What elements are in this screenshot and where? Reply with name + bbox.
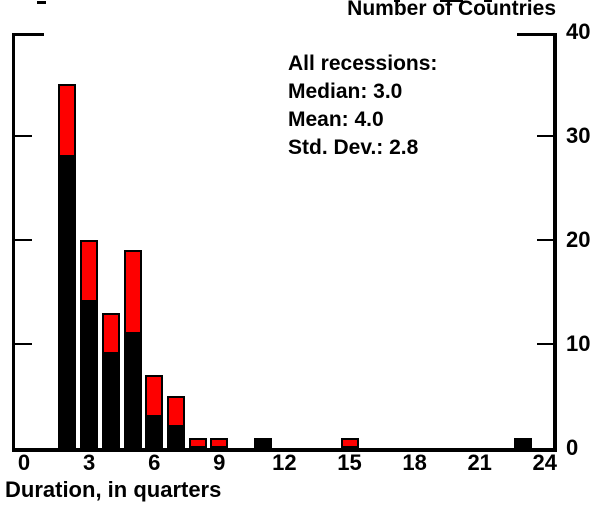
y-tick-label-40: 40 (566, 19, 591, 44)
cut-off-text-fragment (394, 0, 400, 2)
stats-annotation: All recessions: Median: 3.0 Mean: 4.0 St… (288, 50, 437, 162)
left-y-tick-10 (15, 342, 32, 346)
y-tick-label-10: 10 (566, 331, 591, 356)
top-left-corner-tick (12, 33, 44, 36)
x-tick-label-12: 12 (272, 450, 297, 475)
y-tick-label-0: 0 (566, 435, 579, 460)
x-tick-label-24: 24 (532, 450, 558, 475)
right-axis-line (553, 33, 557, 451)
x-axis-line (12, 448, 557, 452)
annotation-line: All recessions: (288, 52, 438, 75)
x-tick-label-18: 18 (402, 450, 427, 475)
bar-duration-5-black (123, 333, 142, 448)
right-y-tick-20 (536, 238, 554, 242)
left-y-tick-30 (15, 134, 32, 138)
left-axis-line (12, 33, 15, 451)
y-tick-label-20: 20 (566, 227, 591, 252)
bar-duration-8-red (188, 437, 207, 448)
bar-duration-6-red (145, 375, 164, 417)
y-axis-title: Number of Countries (347, 0, 556, 20)
bar-duration-11-black (253, 437, 272, 448)
bar-duration-3-black (80, 302, 99, 448)
bar-duration-4-red (101, 312, 120, 355)
bar-duration-9-red (210, 437, 229, 448)
x-tick-label-21: 21 (467, 450, 492, 475)
bar-duration-23-black (514, 437, 533, 448)
cut-off-text-fragment (484, 0, 492, 2)
cut-off-text-fragment (37, 1, 46, 4)
bar-duration-6-black (145, 416, 164, 448)
x-tick-label-6: 6 (148, 450, 161, 475)
bar-duration-4-black (101, 354, 120, 448)
x-axis-title: Duration, in quarters (5, 477, 222, 502)
top-right-corner-tick (517, 33, 557, 36)
bar-duration-15-red (340, 437, 359, 448)
bar-duration-2-red (58, 84, 77, 157)
annotation-line: Median: 3.0 (288, 80, 403, 103)
bar-duration-2-black (58, 156, 77, 448)
annotation-line: Mean: 4.0 (288, 108, 384, 131)
right-y-tick-10 (536, 342, 554, 346)
cut-off-text-fragment (440, 0, 463, 2)
x-tick-label-9: 9 (213, 450, 226, 475)
y-tick-label-30: 30 (566, 123, 591, 148)
left-y-tick-20 (15, 238, 32, 242)
right-y-tick-30 (536, 134, 554, 138)
bar-duration-3-red (80, 240, 99, 303)
annotation-line: Std. Dev.: 2.8 (288, 136, 419, 159)
bar-duration-7-black (166, 427, 185, 448)
x-tick-label-0: 0 (17, 450, 31, 475)
bar-duration-5-red (123, 250, 142, 334)
x-tick-label-15: 15 (337, 450, 362, 475)
x-tick-label-3: 3 (82, 450, 96, 475)
bar-duration-7-red (166, 396, 185, 428)
